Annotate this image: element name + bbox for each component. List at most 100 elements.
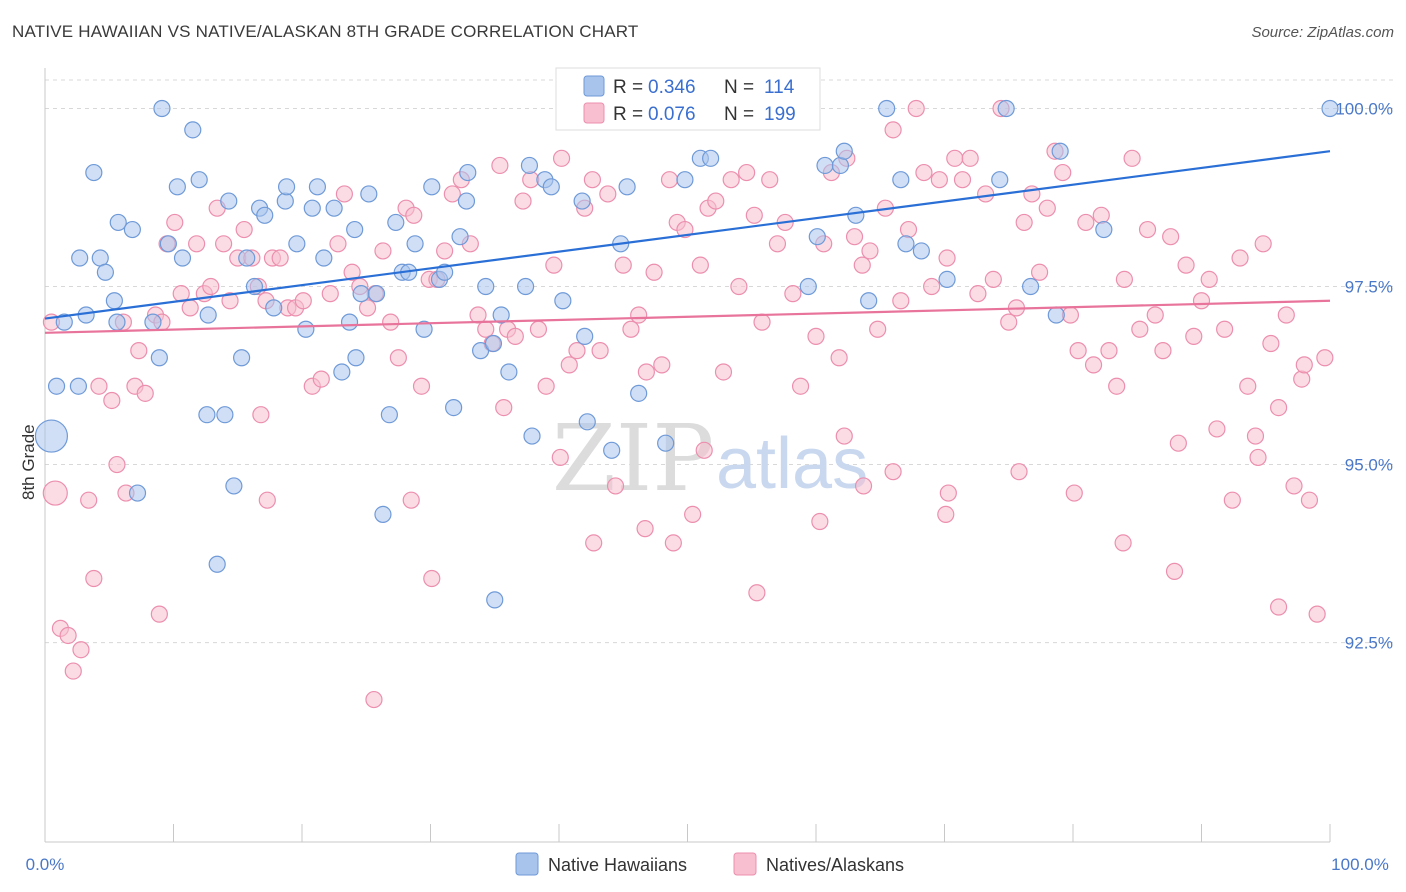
point-native-hawaiians	[603, 441, 621, 459]
point-native-hawaiians	[144, 313, 162, 331]
point-native-hawaiians	[34, 419, 69, 453]
point-natives-alaskans	[1295, 356, 1313, 374]
point-natives-alaskans	[923, 277, 941, 296]
point-natives-alaskans	[791, 377, 810, 395]
point-natives-alaskans	[1269, 598, 1288, 616]
point-natives-alaskans	[714, 363, 733, 381]
point-native-hawaiians	[225, 477, 243, 495]
series-natives-alaskans-points	[42, 99, 1334, 709]
point-native-hawaiians	[288, 235, 306, 253]
point-native-hawaiians	[153, 99, 171, 118]
point-native-hawaiians	[1321, 99, 1339, 118]
point-native-hawaiians	[702, 149, 720, 167]
point-native-hawaiians	[199, 306, 217, 324]
point-natives-alaskans	[1277, 306, 1295, 324]
point-native-hawaiians	[799, 277, 817, 296]
point-natives-alaskans	[930, 171, 948, 189]
point-natives-alaskans	[215, 235, 233, 253]
point-native-hawaiians	[297, 320, 315, 338]
point-native-hawaiians	[573, 192, 591, 210]
point-natives-alaskans	[1123, 149, 1141, 167]
point-native-hawaiians	[451, 228, 469, 246]
point-natives-alaskans	[637, 363, 655, 381]
point-natives-alaskans	[899, 220, 918, 239]
point-natives-alaskans	[1293, 370, 1311, 388]
point-natives-alaskans	[695, 441, 713, 459]
point-natives-alaskans	[150, 605, 168, 623]
point-native-hawaiians	[85, 163, 103, 182]
point-natives-alaskans	[166, 213, 184, 232]
point-natives-alaskans	[258, 491, 276, 509]
point-natives-alaskans	[745, 206, 763, 224]
point-natives-alaskans	[402, 491, 420, 509]
point-native-hawaiians	[912, 242, 930, 260]
point-native-hawaiians	[308, 178, 327, 196]
point-natives-alaskans	[294, 292, 312, 310]
point-native-hawaiians	[484, 334, 503, 353]
point-natives-alaskans	[568, 342, 586, 360]
point-native-hawaiians	[265, 299, 283, 317]
point-natives-alaskans	[108, 455, 126, 474]
point-native-hawaiians	[816, 156, 834, 175]
stats-r-value-pink: 0.076	[648, 104, 696, 125]
point-native-hawaiians	[847, 206, 865, 224]
point-natives-alaskans	[1200, 270, 1218, 289]
point-natives-alaskans	[636, 520, 654, 538]
y-tick-label: 97.5%	[1345, 278, 1393, 297]
point-native-hawaiians	[360, 185, 378, 203]
point-natives-alaskans	[1138, 220, 1157, 239]
point-natives-alaskans	[477, 320, 495, 338]
point-native-hawaiians	[190, 171, 208, 189]
stats-r-label-blue: R =	[613, 77, 643, 98]
point-native-hawaiians	[445, 398, 463, 417]
point-natives-alaskans	[64, 662, 82, 680]
point-natives-alaskans	[506, 327, 524, 345]
point-native-hawaiians	[276, 192, 294, 210]
point-natives-alaskans	[1108, 377, 1126, 395]
bottom-legend: Native Hawaiians Natives/Alaskans	[515, 852, 904, 876]
point-native-hawaiians	[676, 171, 694, 189]
point-native-hawaiians	[96, 263, 114, 281]
point-native-hawaiians	[315, 249, 333, 267]
point-native-hawaiians	[835, 142, 853, 160]
point-natives-alaskans	[1254, 235, 1272, 253]
point-natives-alaskans	[374, 242, 392, 260]
watermark-zip: ZIP	[552, 405, 714, 512]
point-natives-alaskans	[1038, 199, 1056, 217]
point-natives-alaskans	[335, 185, 354, 203]
point-native-hawaiians	[91, 249, 109, 267]
point-natives-alaskans	[807, 327, 825, 345]
point-natives-alaskans	[80, 491, 98, 509]
point-natives-alaskans	[1162, 228, 1180, 246]
point-natives-alaskans	[664, 534, 682, 552]
point-native-hawaiians	[878, 99, 896, 118]
trendlines	[44, 150, 1331, 334]
point-native-hawaiians	[1047, 306, 1065, 324]
point-natives-alaskans	[884, 121, 902, 139]
point-natives-alaskans	[691, 256, 709, 274]
stats-legend-swatch-pink	[583, 102, 605, 124]
point-native-hawaiians	[367, 285, 386, 303]
point-natives-alaskans	[938, 249, 956, 267]
point-natives-alaskans	[188, 235, 206, 253]
point-natives-alaskans	[854, 477, 873, 495]
point-native-hawaiians	[150, 349, 168, 367]
point-natives-alaskans	[358, 299, 377, 317]
point-natives-alaskans	[343, 263, 361, 281]
point-natives-alaskans	[946, 149, 964, 167]
point-native-hawaiians	[303, 199, 321, 217]
point-natives-alaskans	[382, 313, 400, 331]
point-natives-alaskans	[1308, 605, 1326, 623]
y-tick-label: 92.5%	[1345, 634, 1393, 653]
point-natives-alaskans	[768, 235, 787, 253]
point-natives-alaskans	[529, 320, 548, 338]
chart-title: NATIVE HAWAIIAN VS NATIVE/ALASKAN 8TH GR…	[12, 22, 639, 41]
trendline-native-hawaiians	[44, 150, 1331, 320]
point-natives-alaskans	[1177, 256, 1195, 274]
point-native-hawaiians	[1021, 277, 1040, 296]
source-credit: Source: ZipAtlas.com	[1251, 24, 1394, 41]
stats-n-label-blue: N =	[724, 77, 754, 98]
point-native-hawaiians	[55, 313, 73, 331]
point-natives-alaskans	[907, 99, 925, 118]
point-natives-alaskans	[1065, 484, 1083, 502]
